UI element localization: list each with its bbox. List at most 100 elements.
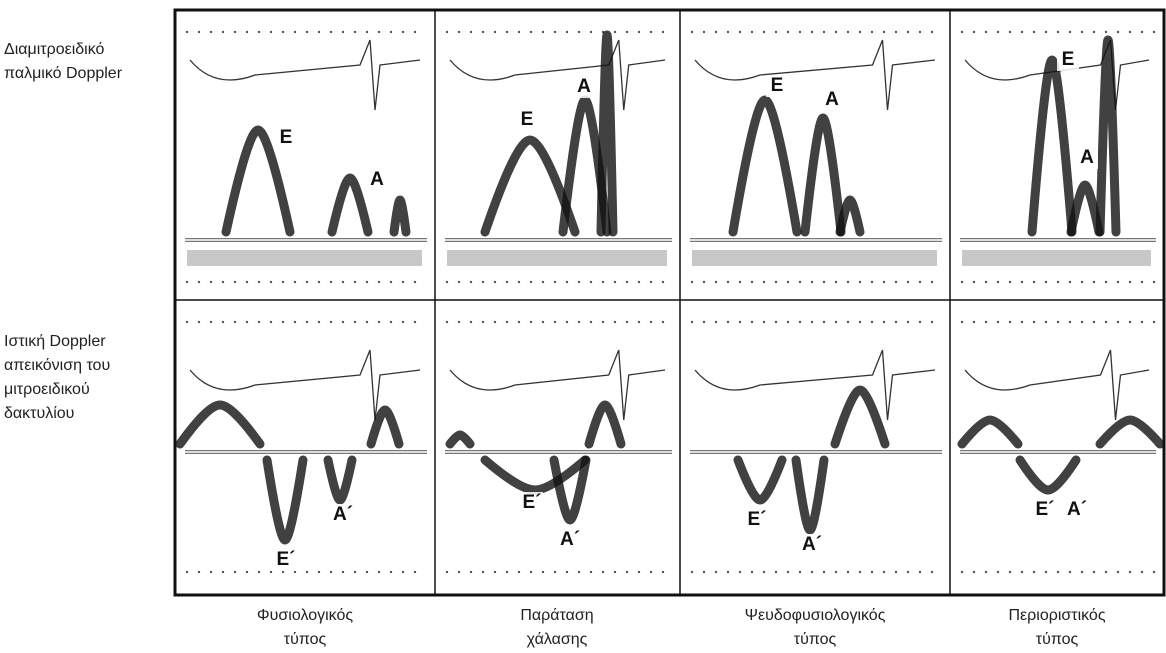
grid-dot	[565, 30, 569, 34]
grid-dot	[972, 30, 976, 34]
grid-dot	[1056, 280, 1060, 284]
grid-dot	[493, 570, 497, 574]
grid-dot	[1068, 320, 1072, 324]
grid-dot	[661, 570, 665, 574]
grid-dot	[529, 570, 533, 574]
doppler-signal	[835, 195, 865, 237]
grid-dot	[1080, 280, 1084, 284]
grid-dot	[233, 320, 237, 324]
grid-dot	[858, 280, 862, 284]
grid-dot	[317, 280, 321, 284]
grid-dot	[1008, 30, 1012, 34]
grid-dot	[1152, 570, 1156, 574]
grid-dot	[702, 280, 706, 284]
grid-dot	[702, 30, 706, 34]
grid-dot	[1044, 30, 1048, 34]
doppler-signal	[791, 455, 829, 535]
grid-dot	[293, 30, 297, 34]
grid-dot	[281, 280, 285, 284]
grid-dot	[613, 280, 617, 284]
grid-dot	[517, 30, 521, 34]
flow-noise	[962, 250, 1151, 266]
wave-label: E´	[748, 509, 767, 530]
grid-dot	[1104, 30, 1108, 34]
grid-dot	[481, 30, 485, 34]
grid-dot	[1140, 570, 1144, 574]
grid-dot	[894, 320, 898, 324]
grid-dot	[305, 320, 309, 324]
grid-dot	[529, 280, 533, 284]
grid-dot	[541, 280, 545, 284]
doppler-signal	[728, 95, 802, 237]
wave-label: A´	[560, 529, 580, 550]
row-label: δακτυλίου	[4, 405, 74, 422]
grid-dot	[798, 320, 802, 324]
grid-dot	[810, 570, 814, 574]
grid-dot	[341, 570, 345, 574]
grid-dot	[846, 30, 850, 34]
column-label: Παράταση	[520, 607, 593, 624]
grid-dot	[637, 570, 641, 574]
wave-label: E	[1062, 49, 1075, 70]
grid-dot	[822, 280, 826, 284]
grid-dot	[185, 30, 189, 34]
ecg-trace	[189, 349, 421, 421]
grid-dot	[637, 30, 641, 34]
grid-dot	[565, 570, 569, 574]
doppler-signal	[389, 195, 411, 237]
grid-dot	[197, 570, 201, 574]
grid-dot	[589, 280, 593, 284]
grid-dot	[377, 280, 381, 284]
grid-dot	[649, 280, 653, 284]
grid-dot	[589, 320, 593, 324]
doppler-signal	[830, 385, 890, 449]
doppler-signal	[480, 455, 590, 495]
grid-dot	[505, 30, 509, 34]
grid-dot	[637, 280, 641, 284]
grid-dot	[269, 320, 273, 324]
grid-dot	[1008, 280, 1012, 284]
grid-dot	[401, 570, 405, 574]
grid-dot	[245, 570, 249, 574]
grid-dot	[329, 280, 333, 284]
grid-dot	[714, 30, 718, 34]
grid-dot	[972, 570, 976, 574]
grid-dot	[457, 320, 461, 324]
flow-noise	[447, 250, 667, 266]
grid-dot	[786, 30, 790, 34]
grid-dot	[984, 280, 988, 284]
grid-dot	[834, 570, 838, 574]
grid-dot	[329, 570, 333, 574]
grid-dot	[649, 570, 653, 574]
grid-dot	[1140, 280, 1144, 284]
label-backdrop	[366, 169, 388, 191]
grid-dot	[541, 30, 545, 34]
grid-dot	[1044, 320, 1048, 324]
grid-dot	[1056, 320, 1060, 324]
grid-dot	[281, 30, 285, 34]
grid-dot	[1044, 280, 1048, 284]
wave-label: A	[577, 76, 591, 97]
grid-dot	[786, 570, 790, 574]
grid-dot	[798, 30, 802, 34]
grid-dot	[1032, 30, 1036, 34]
grid-dot	[1092, 320, 1096, 324]
grid-dot	[960, 570, 964, 574]
grid-dot	[714, 280, 718, 284]
doppler-signal	[1015, 455, 1081, 495]
grid-dot	[1104, 280, 1108, 284]
grid-dot	[625, 30, 629, 34]
grid-dot	[401, 280, 405, 284]
label-backdrop	[766, 75, 788, 97]
grid-dot	[401, 320, 405, 324]
grid-dot	[1116, 570, 1120, 574]
grid-dot	[798, 570, 802, 574]
grid-dot	[305, 280, 309, 284]
doppler-signal	[221, 125, 295, 237]
doppler-signal	[366, 405, 404, 449]
grid-dot	[257, 30, 261, 34]
grid-dot	[493, 280, 497, 284]
label-backdrop	[573, 76, 595, 98]
grid-dot	[529, 30, 533, 34]
wave-label: E´	[277, 549, 296, 570]
